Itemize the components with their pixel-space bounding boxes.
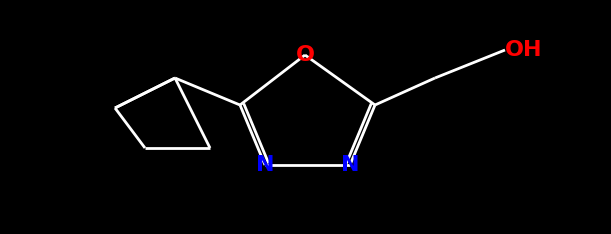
Text: N: N	[256, 155, 274, 175]
Text: O: O	[296, 45, 315, 65]
Text: OH: OH	[505, 40, 543, 60]
Text: N: N	[341, 155, 359, 175]
